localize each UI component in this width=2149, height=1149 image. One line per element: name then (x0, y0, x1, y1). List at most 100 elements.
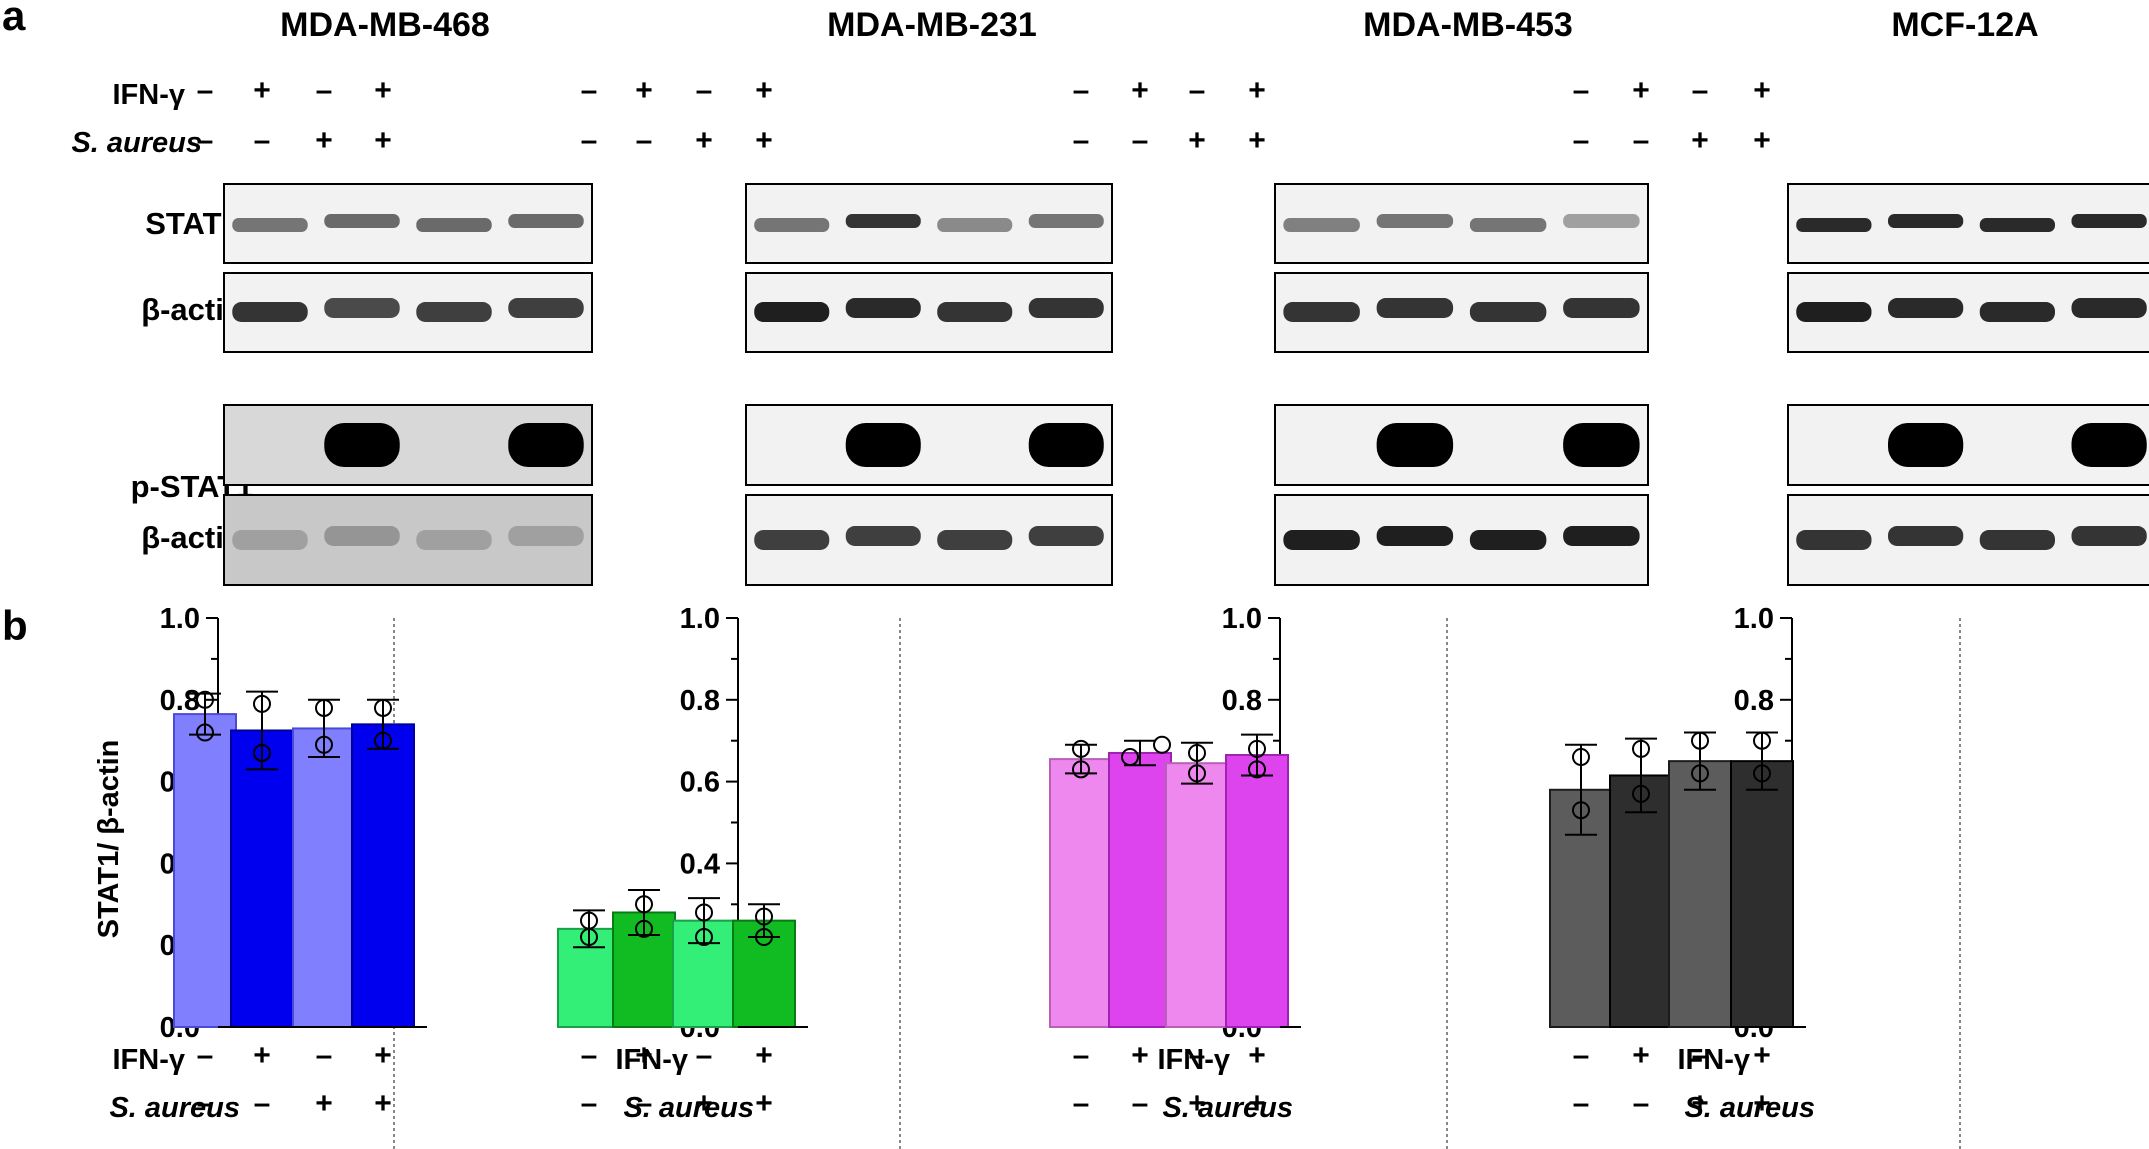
saureus-sign-blot: – (581, 124, 598, 157)
blot-band (232, 302, 308, 322)
saureus-sign-chart: – (197, 1087, 214, 1120)
ifn-sign-chart: – (581, 1039, 598, 1072)
data-point (1572, 801, 1590, 820)
saureus-sign-blot: + (1753, 124, 1771, 157)
y-tick-label: 0.8 (1734, 685, 1774, 717)
blot-band (1028, 298, 1104, 318)
saureus-sign-chart: + (755, 1087, 773, 1120)
data-point (695, 928, 713, 947)
data-point (315, 698, 333, 717)
blot-band (1469, 530, 1547, 550)
blot-strip-beta-actin-2 (1787, 494, 2149, 586)
blot-band (508, 214, 584, 228)
y-tick-label: 0.8 (1222, 685, 1262, 717)
blot-band (754, 530, 830, 550)
blot-strip-STAT1 (223, 183, 593, 264)
y-tick-label: 1.0 (1222, 603, 1262, 635)
blot-band (1888, 423, 1964, 467)
data-point (374, 698, 392, 717)
blot-band (416, 530, 492, 550)
ifn-sign-blot: – (1189, 74, 1206, 107)
blot-band (508, 298, 584, 318)
western-blot-panels: – + – + – – + + – + – + – – + + – + – + – – + + – + – + – – + + (197, 74, 2149, 586)
panel-label-b: b (2, 602, 28, 649)
blot-band (937, 530, 1013, 550)
data-point (253, 743, 271, 762)
data-point (635, 895, 653, 914)
ifn-gamma-label-chart: IFN-γ (1158, 1044, 1231, 1076)
cell-line-title-3: MCF-12A (1891, 6, 2038, 44)
bar (1225, 754, 1289, 1028)
ifn-sign-blot: + (253, 74, 271, 107)
blot-band (1376, 526, 1454, 546)
ifn-sign-blot: + (1753, 74, 1771, 107)
saureus-sign-blot: – (1633, 124, 1650, 157)
s-aureus-label-chart: S. aureus (1162, 1092, 1293, 1124)
data-point (1188, 743, 1206, 762)
ifn-sign-chart: + (1632, 1039, 1650, 1072)
blot-band (1888, 298, 1964, 318)
ifn-sign-blot: + (755, 74, 773, 107)
blot-strip-p-STAT1 (1274, 404, 1649, 486)
blot-band (232, 530, 308, 550)
saureus-sign-chart: – (636, 1087, 653, 1120)
ifn-sign-blot: – (316, 74, 333, 107)
bar (230, 729, 294, 1028)
blot-band (1563, 298, 1640, 318)
blot-band (1888, 214, 1964, 228)
saureus-sign-chart: – (254, 1087, 271, 1120)
blot-panel-mda-mb-468: – + – + – – + + (197, 74, 593, 586)
ifn-sign-chart: – (696, 1039, 713, 1072)
data-point (635, 919, 653, 938)
data-point (1153, 735, 1171, 754)
blot-band (1283, 218, 1360, 232)
data-point (1188, 764, 1206, 783)
ifn-sign-chart: – (1692, 1039, 1709, 1072)
blot-strip-beta-actin-2 (1274, 494, 1649, 586)
ifn-sign-chart: + (1753, 1039, 1771, 1072)
ifn-sign-blot: – (696, 74, 713, 107)
blot-band (845, 298, 921, 318)
data-point (1691, 764, 1709, 783)
ifn-sign-blot: + (1131, 74, 1149, 107)
data-point (253, 694, 271, 713)
y-axis-label: STAT1/ β-actin (93, 740, 125, 939)
blot-strip-p-STAT1 (223, 404, 593, 486)
saureus-sign-chart: + (695, 1087, 713, 1120)
ifn-sign-blot: – (1073, 74, 1090, 107)
blot-band (1376, 298, 1454, 318)
blot-band (1796, 218, 1872, 232)
saureus-sign-blot: – (1573, 124, 1590, 157)
blot-band (1979, 218, 2055, 232)
bar (1668, 760, 1732, 1029)
blot-band (1563, 526, 1640, 546)
blot-band (324, 214, 400, 228)
data-point (1632, 784, 1650, 803)
y-tick-label: 0.4 (680, 848, 720, 880)
saureus-sign-chart: – (1132, 1087, 1149, 1120)
ifn-sign-chart: + (1248, 1039, 1266, 1072)
blot-band (324, 526, 400, 546)
blot-panel-mda-mb-453: – + – + – – + + (1073, 74, 1649, 586)
s-aureus-label-chart: S. aureus (623, 1092, 754, 1124)
blot-frame (745, 272, 1113, 353)
y-tick-label: 0.8 (680, 685, 720, 717)
blot-band (937, 218, 1013, 232)
bar (1049, 758, 1113, 1028)
ifn-sign-chart: – (1573, 1039, 1590, 1072)
blot-strip-p-STAT1 (1787, 404, 2149, 486)
cell-line-title-2: MDA-MB-453 (1363, 6, 1573, 44)
s-aureus-label-chart: S. aureus (109, 1092, 240, 1124)
data-point (196, 690, 214, 709)
bar (1108, 751, 1172, 1028)
saureus-sign-blot: + (374, 124, 392, 157)
blot-band (1028, 214, 1104, 228)
ifn-gamma-label-chart: IFN-γ (1678, 1044, 1751, 1076)
saureus-sign-blot: + (755, 124, 773, 157)
saureus-sign-chart: – (1573, 1087, 1590, 1120)
blot-band (2071, 214, 2147, 228)
